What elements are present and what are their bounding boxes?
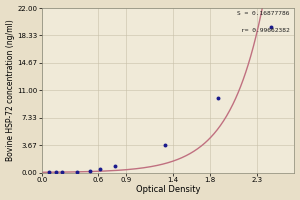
Point [75,170,80,173]
Point [268,25,273,28]
Y-axis label: Bovine HSP-72 concentration (ng/ml): Bovine HSP-72 concentration (ng/ml) [6,19,15,161]
Point [60,170,65,174]
Text: r= 0.99662382: r= 0.99662382 [241,28,290,33]
X-axis label: Optical Density: Optical Density [136,185,200,194]
Point [53,171,58,174]
Point [98,168,102,171]
Point [88,169,93,172]
Point [47,171,52,174]
Point [112,165,117,168]
Point [215,96,220,99]
Text: S = 0.16877786: S = 0.16877786 [237,11,290,16]
Point [163,143,168,147]
